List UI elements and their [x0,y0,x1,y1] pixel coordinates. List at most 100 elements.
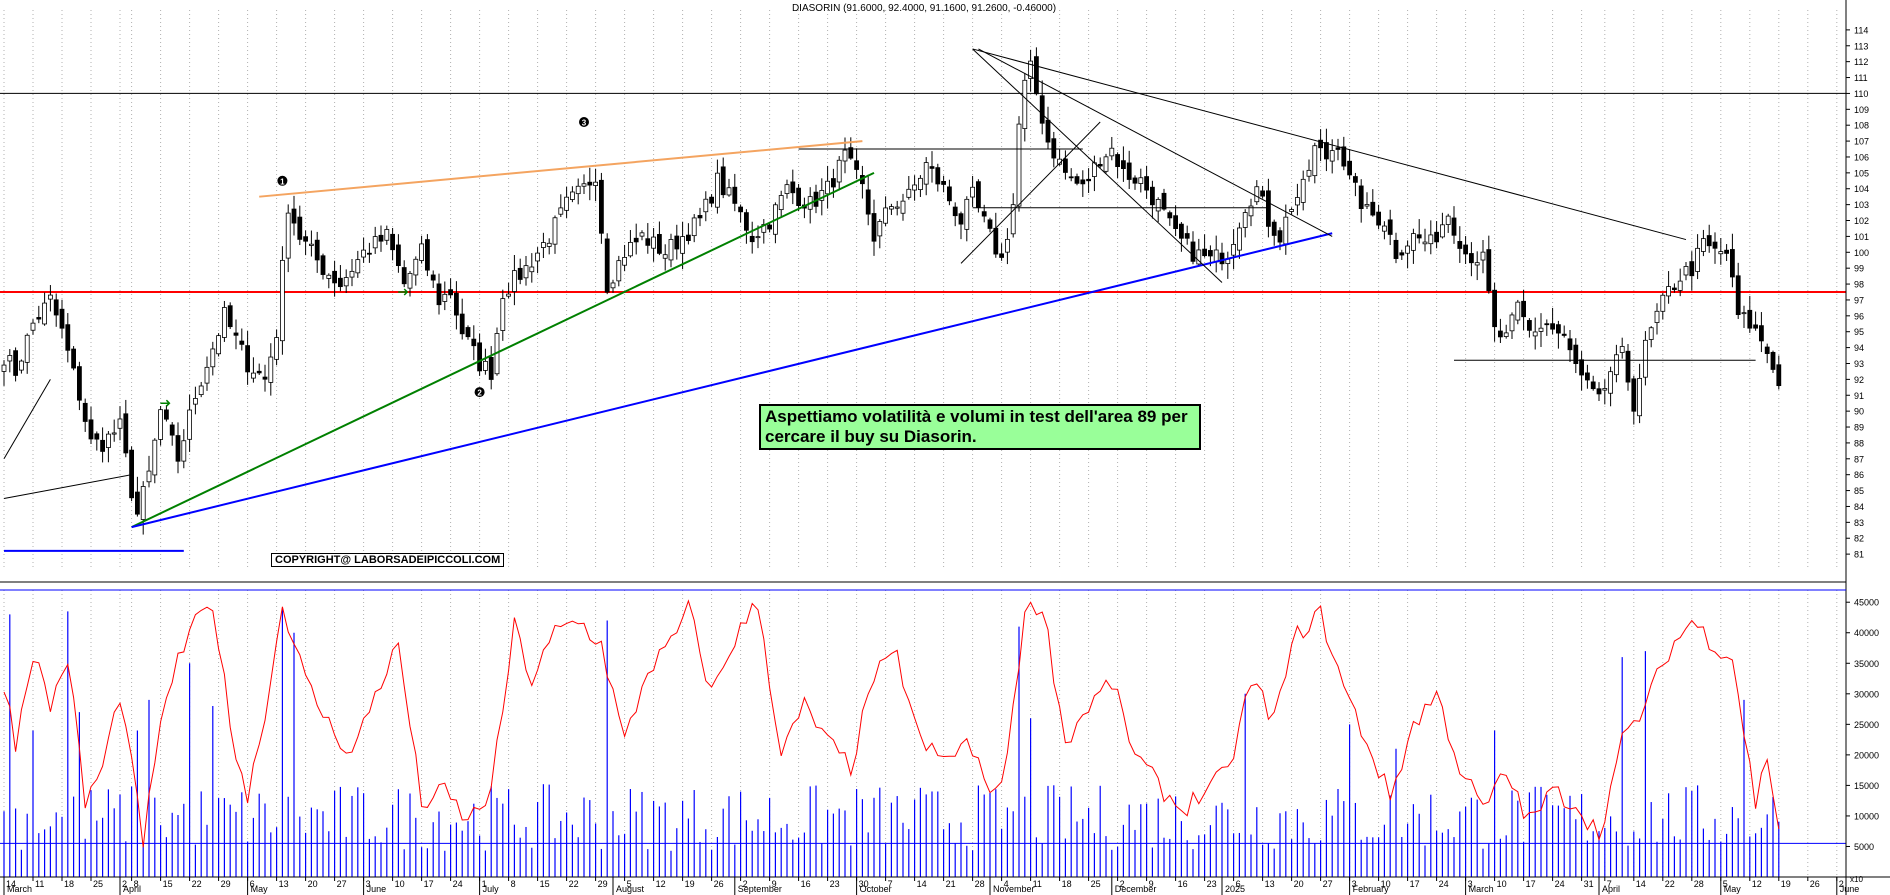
candle-body [77,366,82,401]
date-tick-label: 26 [1810,879,1820,889]
candle-body [865,189,871,215]
volume-tick-label: 20000 [1854,750,1879,760]
candle-body [453,292,459,316]
candle-body [1532,331,1538,337]
date-tick-label: 8 [511,879,516,889]
candle-body [755,236,761,239]
candle-body [175,435,181,462]
candle-body [831,178,836,188]
candle-body [1648,327,1654,340]
candle-body [1248,205,1254,217]
candle-body [465,327,471,338]
trendline [131,232,1333,529]
date-tick-label: 17 [424,879,434,889]
candle-body [1161,192,1167,210]
month-label: March [7,884,32,894]
candle-body [268,356,274,383]
date-tick-label: 23 [830,879,840,889]
candle-body [221,307,227,338]
price-tick-label: 106 [1854,152,1869,162]
candle-body [1753,324,1758,329]
candle-body [767,224,772,230]
date-tick-label: 27 [1323,879,1333,889]
candle-body [1724,249,1729,254]
date-tick-label: 9 [772,879,777,889]
candle-body [1643,339,1648,378]
candle-body [1219,252,1225,265]
candle-body [1741,312,1747,315]
candle-body [512,270,517,292]
date-tick-label: 3 [1352,879,1357,889]
date-tick-label: 21 [946,879,956,889]
candle-body [106,433,111,448]
wave-marker [579,117,589,128]
candle-body [1561,333,1567,336]
candle-body [1631,378,1637,412]
candle-body [703,198,709,213]
date-tick-label: 2 [1839,879,1844,889]
date-tick-label: 10 [395,879,405,889]
candle-body [448,289,454,296]
candle-body [262,376,268,380]
oscillator-line [3,599,1780,848]
candle-body [424,239,430,271]
candle-body [964,198,970,230]
candle-body [877,221,883,237]
candle-body [639,232,645,237]
candle-body [1654,310,1660,323]
chart-title: DIASORIN (91.6000, 92.4000, 91.1600, 91.… [792,3,1056,14]
date-tick-label: 13 [1265,879,1275,889]
candle-body [1556,324,1561,334]
candle-body [1428,234,1434,245]
date-tick-label: 14 [1636,879,1646,889]
date-tick-label: 10 [1381,879,1391,889]
candle-body [1718,251,1724,255]
candle-body [1022,79,1028,129]
candle-body [395,244,401,267]
candle-body [117,418,123,429]
candle-body [419,243,425,261]
month-label: November [993,884,1035,894]
candle-body [401,267,407,285]
month-label: June [367,884,387,894]
date-tick-label: 28 [1694,879,1704,889]
price-tick-label: 81 [1854,550,1864,560]
candle-body [1196,249,1202,265]
candle-body [1068,176,1074,179]
candle-body [227,305,233,328]
candle-body [912,184,917,191]
candle-body [674,235,680,250]
candle-body [372,236,378,249]
candle-body [152,439,158,476]
month-label: September [738,884,782,894]
volume-tick-label: 5000 [1854,842,1874,852]
candle-body [71,348,76,369]
candle-body [993,227,999,255]
candle-body [1509,314,1515,332]
price-tick-label: 94 [1854,343,1864,353]
candle-body [1080,179,1086,185]
candle-body [749,235,755,243]
candle-body [140,486,146,520]
candle-body [645,238,651,246]
volume-tick-label: 15000 [1854,781,1879,791]
candle-body [784,184,790,194]
date-tick-label: 18 [1062,879,1072,889]
candle-body [564,196,569,211]
candle-body [697,215,703,219]
candle-body [987,219,993,229]
candle-body [65,324,71,351]
marker-labels: 1 2 3 [160,117,589,407]
candle-body [1521,300,1526,318]
volume-tick-label: 40000 [1854,628,1879,638]
month-label: October [860,884,892,894]
candle-body [1712,241,1718,249]
price-tick-label: 98 [1854,280,1864,290]
candle-body [1573,344,1579,365]
candle-body [529,266,535,273]
analysis-annotation: Aspettiamo volatilità e volumi in test d… [759,404,1201,450]
candle-body [593,181,598,186]
candle-body [1242,212,1248,228]
date-tick-label: 31 [1584,879,1594,889]
candle-body [1190,241,1196,262]
